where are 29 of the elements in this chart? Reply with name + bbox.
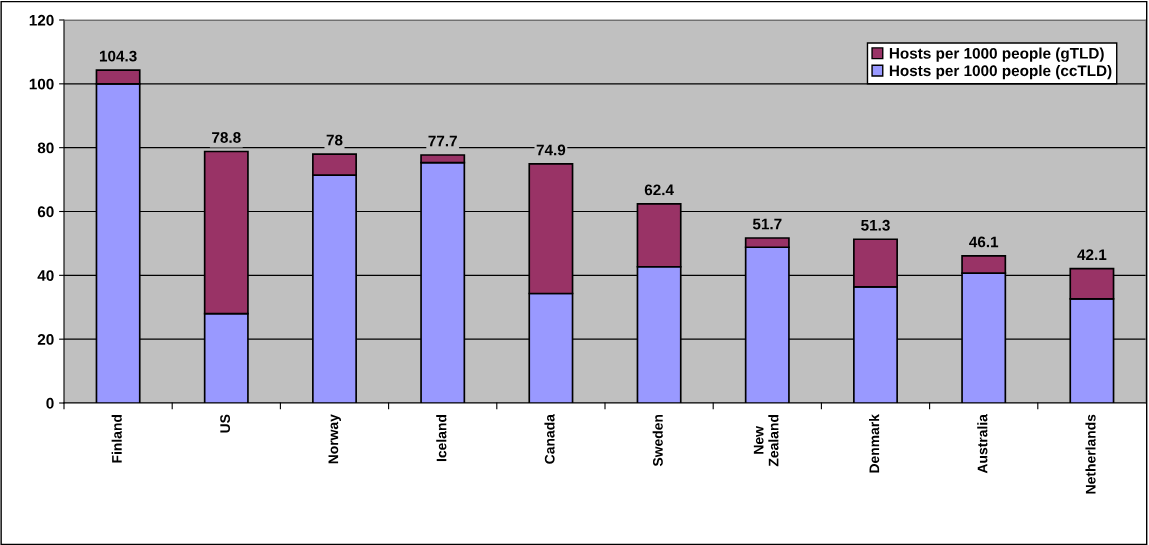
total-label: 42.1 — [1077, 249, 1107, 260]
y-tick-label: 40 — [37, 270, 54, 282]
total-label: 77.7 — [428, 135, 457, 147]
y-tick-label: 0 — [46, 397, 54, 409]
x-tick-label: Netherlands — [1085, 414, 1096, 494]
x-tick-label: Norway — [328, 414, 341, 464]
total-label: 51.3 — [861, 219, 890, 231]
legend-label: Hosts per 1000 people (gTLD) — [889, 47, 1104, 62]
x-tick-label: Finland — [111, 415, 122, 463]
x-tick-label: Sweden — [652, 414, 663, 467]
x-tick-label: Australia — [977, 414, 988, 474]
x-tick-label: Canada — [544, 414, 555, 464]
total-label: 78.8 — [212, 132, 241, 143]
x-tick-label: Denmark — [869, 414, 880, 473]
total-label: 46.1 — [969, 236, 999, 248]
x-tick-label: US — [220, 414, 231, 433]
total-label: 78 — [326, 134, 343, 146]
y-tick-label: 60 — [37, 206, 54, 218]
total-label: 51.7 — [752, 218, 782, 230]
legend-label: Hosts per 1000 people (ccTLD) — [889, 64, 1112, 80]
total-label: 104.3 — [99, 50, 137, 62]
total-label: 62.4 — [644, 184, 674, 196]
x-tick-label: Iceland — [436, 415, 447, 462]
y-tick-label: 80 — [37, 142, 54, 154]
y-tick-label: 100 — [29, 78, 54, 90]
total-label: 74.9 — [536, 144, 566, 156]
y-tick-label: 120 — [29, 14, 54, 26]
x-tick-label: New Zealand — [753, 415, 779, 467]
y-tick-label: 20 — [37, 334, 54, 345]
